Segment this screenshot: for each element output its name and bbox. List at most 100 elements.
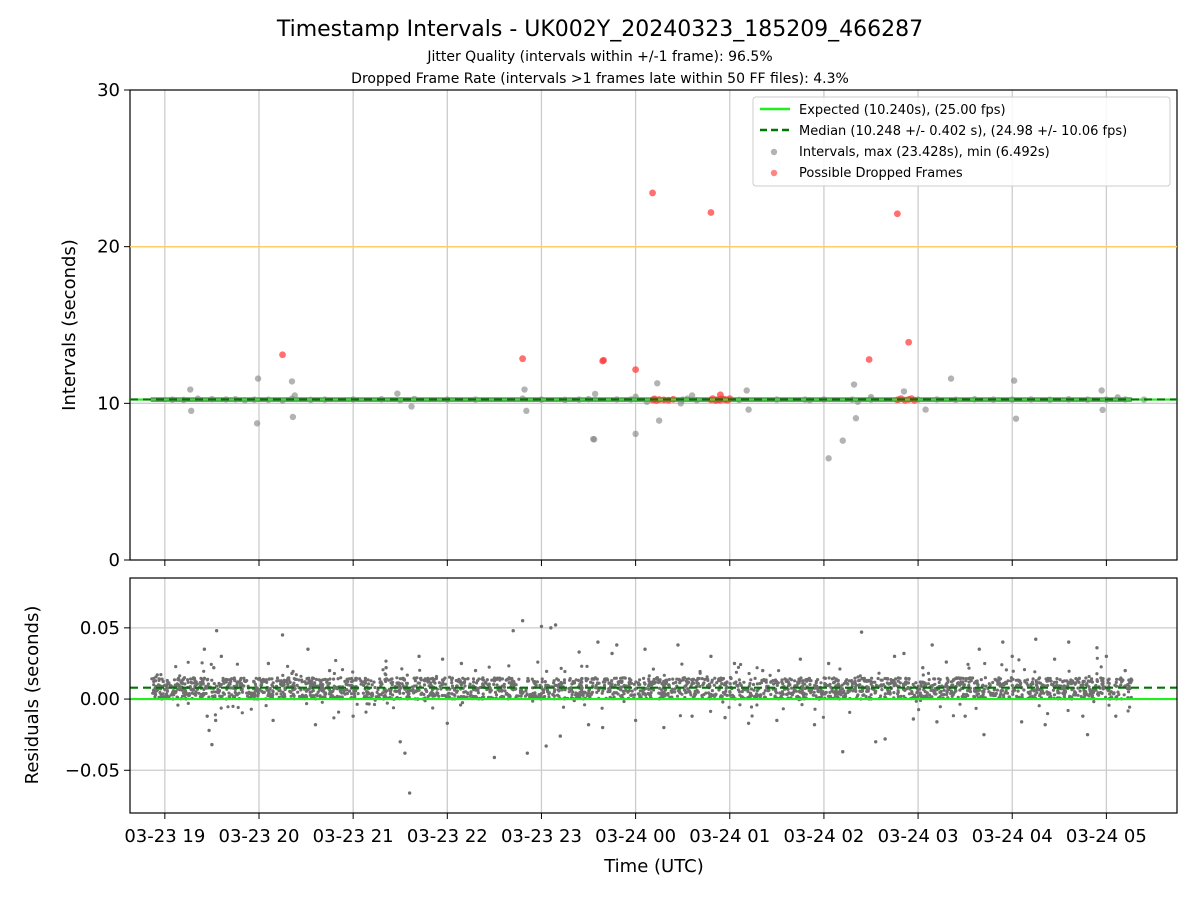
residual-point [1023, 680, 1027, 684]
residual-point [763, 695, 767, 699]
residual-point [505, 677, 509, 682]
residual-point [1004, 688, 1008, 693]
residual-point [233, 679, 237, 683]
residual-point [275, 692, 279, 696]
residual-point [339, 676, 343, 680]
residual-point [647, 677, 651, 681]
residual-outlier-point [775, 718, 779, 723]
residual-point [847, 679, 852, 683]
residual-point [1061, 679, 1065, 684]
residual-point [1077, 680, 1081, 685]
residual-point [698, 684, 702, 689]
residual-point [271, 681, 275, 685]
residual-point [574, 691, 578, 695]
residual-point [1022, 688, 1026, 692]
residual-outlier-point [1067, 640, 1071, 644]
residual-point [792, 688, 796, 692]
residual-point [922, 694, 926, 699]
residual-point [857, 679, 861, 683]
residual-point [748, 681, 752, 686]
residual-point [586, 693, 590, 697]
residual-point [803, 686, 807, 690]
chart-subtitle-dropped: Dropped Frame Rate (intervals >1 frames … [351, 71, 849, 87]
residual-point [288, 689, 292, 693]
residual-point [709, 692, 713, 697]
residual-point [1077, 677, 1081, 681]
residual-point [670, 690, 674, 695]
residual-point [981, 689, 985, 694]
residual-point [481, 692, 485, 696]
residual-point [1094, 683, 1098, 688]
residual-point [580, 680, 584, 684]
residual-point [492, 682, 496, 687]
residual-point [1011, 692, 1015, 697]
residual-point [797, 681, 801, 685]
residual-point [889, 678, 893, 682]
residual-point [622, 699, 626, 704]
residual-point [850, 682, 855, 686]
residual-point [707, 691, 711, 695]
residual-point [990, 692, 994, 697]
residual-point [220, 694, 224, 699]
residual-point [219, 706, 223, 710]
residual-point [896, 695, 901, 699]
residual-point [457, 677, 461, 682]
residual-point [983, 676, 988, 680]
intervals-ylabel: Intervals (seconds) [59, 239, 80, 411]
residual-point [356, 692, 360, 696]
residual-point [938, 677, 942, 682]
residual-point [469, 690, 473, 694]
residual-point [443, 693, 447, 698]
residual-point [879, 694, 883, 698]
residual-point [311, 682, 315, 686]
residual-point [619, 688, 623, 692]
residual-point [811, 693, 815, 697]
residual-point [282, 692, 287, 696]
residual-point [827, 676, 831, 680]
interval-point [288, 378, 296, 385]
residual-outlier-point [210, 742, 214, 747]
residual-point [774, 691, 779, 695]
residual-point [192, 676, 197, 680]
residual-point [384, 659, 388, 663]
residual-point [507, 664, 511, 668]
residual-point [755, 682, 760, 686]
residual-outlier-point [1104, 654, 1109, 659]
residual-outlier-point [459, 661, 464, 666]
residual-point [428, 693, 432, 697]
residual-point [942, 688, 946, 692]
chart-subtitle-jitter: Jitter Quality (intervals within +/-1 fr… [426, 49, 772, 65]
residual-point [808, 679, 812, 683]
residual-point [429, 681, 433, 685]
residual-point [629, 681, 634, 685]
residual-point [471, 677, 476, 681]
residual-point [793, 679, 797, 683]
residual-outlier-point [207, 728, 211, 733]
residual-point [896, 692, 900, 696]
residual-point [165, 678, 169, 683]
residuals-xlabel: Time (UTC) [603, 856, 704, 877]
residual-point [405, 673, 409, 677]
residual-outlier-point [398, 740, 402, 744]
residual-point [737, 678, 742, 682]
residual-point [821, 715, 826, 719]
residual-point [703, 677, 707, 682]
residual-point [581, 690, 585, 695]
residual-point [370, 694, 374, 698]
residual-point [632, 682, 636, 686]
residual-point [967, 683, 971, 688]
residual-point [165, 692, 169, 696]
residual-point [253, 682, 257, 686]
residual-point [698, 669, 702, 674]
residual-point [749, 687, 754, 691]
residual-point [418, 668, 422, 672]
residual-point [775, 683, 779, 688]
residual-point [227, 681, 231, 686]
residual-point [1020, 693, 1024, 697]
residual-point [505, 691, 509, 695]
residual-point [450, 684, 455, 688]
residual-point [400, 667, 404, 671]
residual-point [417, 681, 422, 685]
residual-point [995, 688, 1000, 692]
residual-point [454, 678, 458, 683]
